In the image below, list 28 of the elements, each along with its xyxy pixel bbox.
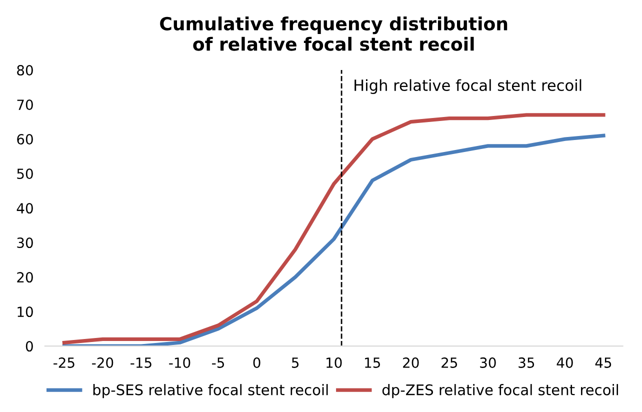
x-tick-label: -15 — [130, 358, 152, 368]
legend-label: bp-SES relative focal stent recoil — [93, 384, 328, 398]
y-tick-label: 10 — [18, 306, 33, 318]
x-tick-label: -20 — [92, 357, 114, 368]
x-tick-label: 30 — [480, 357, 496, 368]
x-tick-label: -25 — [54, 357, 74, 368]
x-tick-label: -10 — [169, 357, 190, 368]
chart-title: Cumulative frequency distribution of relative focal stent recoil — [160, 16, 508, 51]
x-tick-label: 40 — [556, 357, 573, 368]
y-tick-label: 70 — [17, 100, 33, 110]
y-tick-label: 0 — [26, 341, 33, 352]
ref-line-label: High relative focal stent recoil — [354, 79, 582, 94]
x-tick-label: 10 — [326, 357, 342, 368]
y-tick-label: 80 — [17, 65, 33, 76]
x-tick-label: -5 — [212, 358, 224, 368]
y-tick-label: 60 — [17, 134, 33, 145]
y-tick-label: 20 — [17, 272, 33, 283]
y-tick-label: 30 — [17, 238, 33, 248]
x-tick-label: 20 — [403, 357, 419, 368]
legend-label: dp-ZES relative focal stent recoil — [382, 384, 618, 398]
x-tick-label: 5 — [292, 358, 299, 368]
x-tick-label: 0 — [253, 357, 260, 368]
y-tick-label: 40 — [16, 203, 33, 214]
x-tick-label: 45 — [595, 358, 612, 368]
x-tick-label: 25 — [442, 357, 458, 368]
x-tick-label: 35 — [518, 357, 534, 368]
y-tick-label: 50 — [17, 168, 33, 180]
x-tick-label: 15 — [365, 358, 380, 368]
